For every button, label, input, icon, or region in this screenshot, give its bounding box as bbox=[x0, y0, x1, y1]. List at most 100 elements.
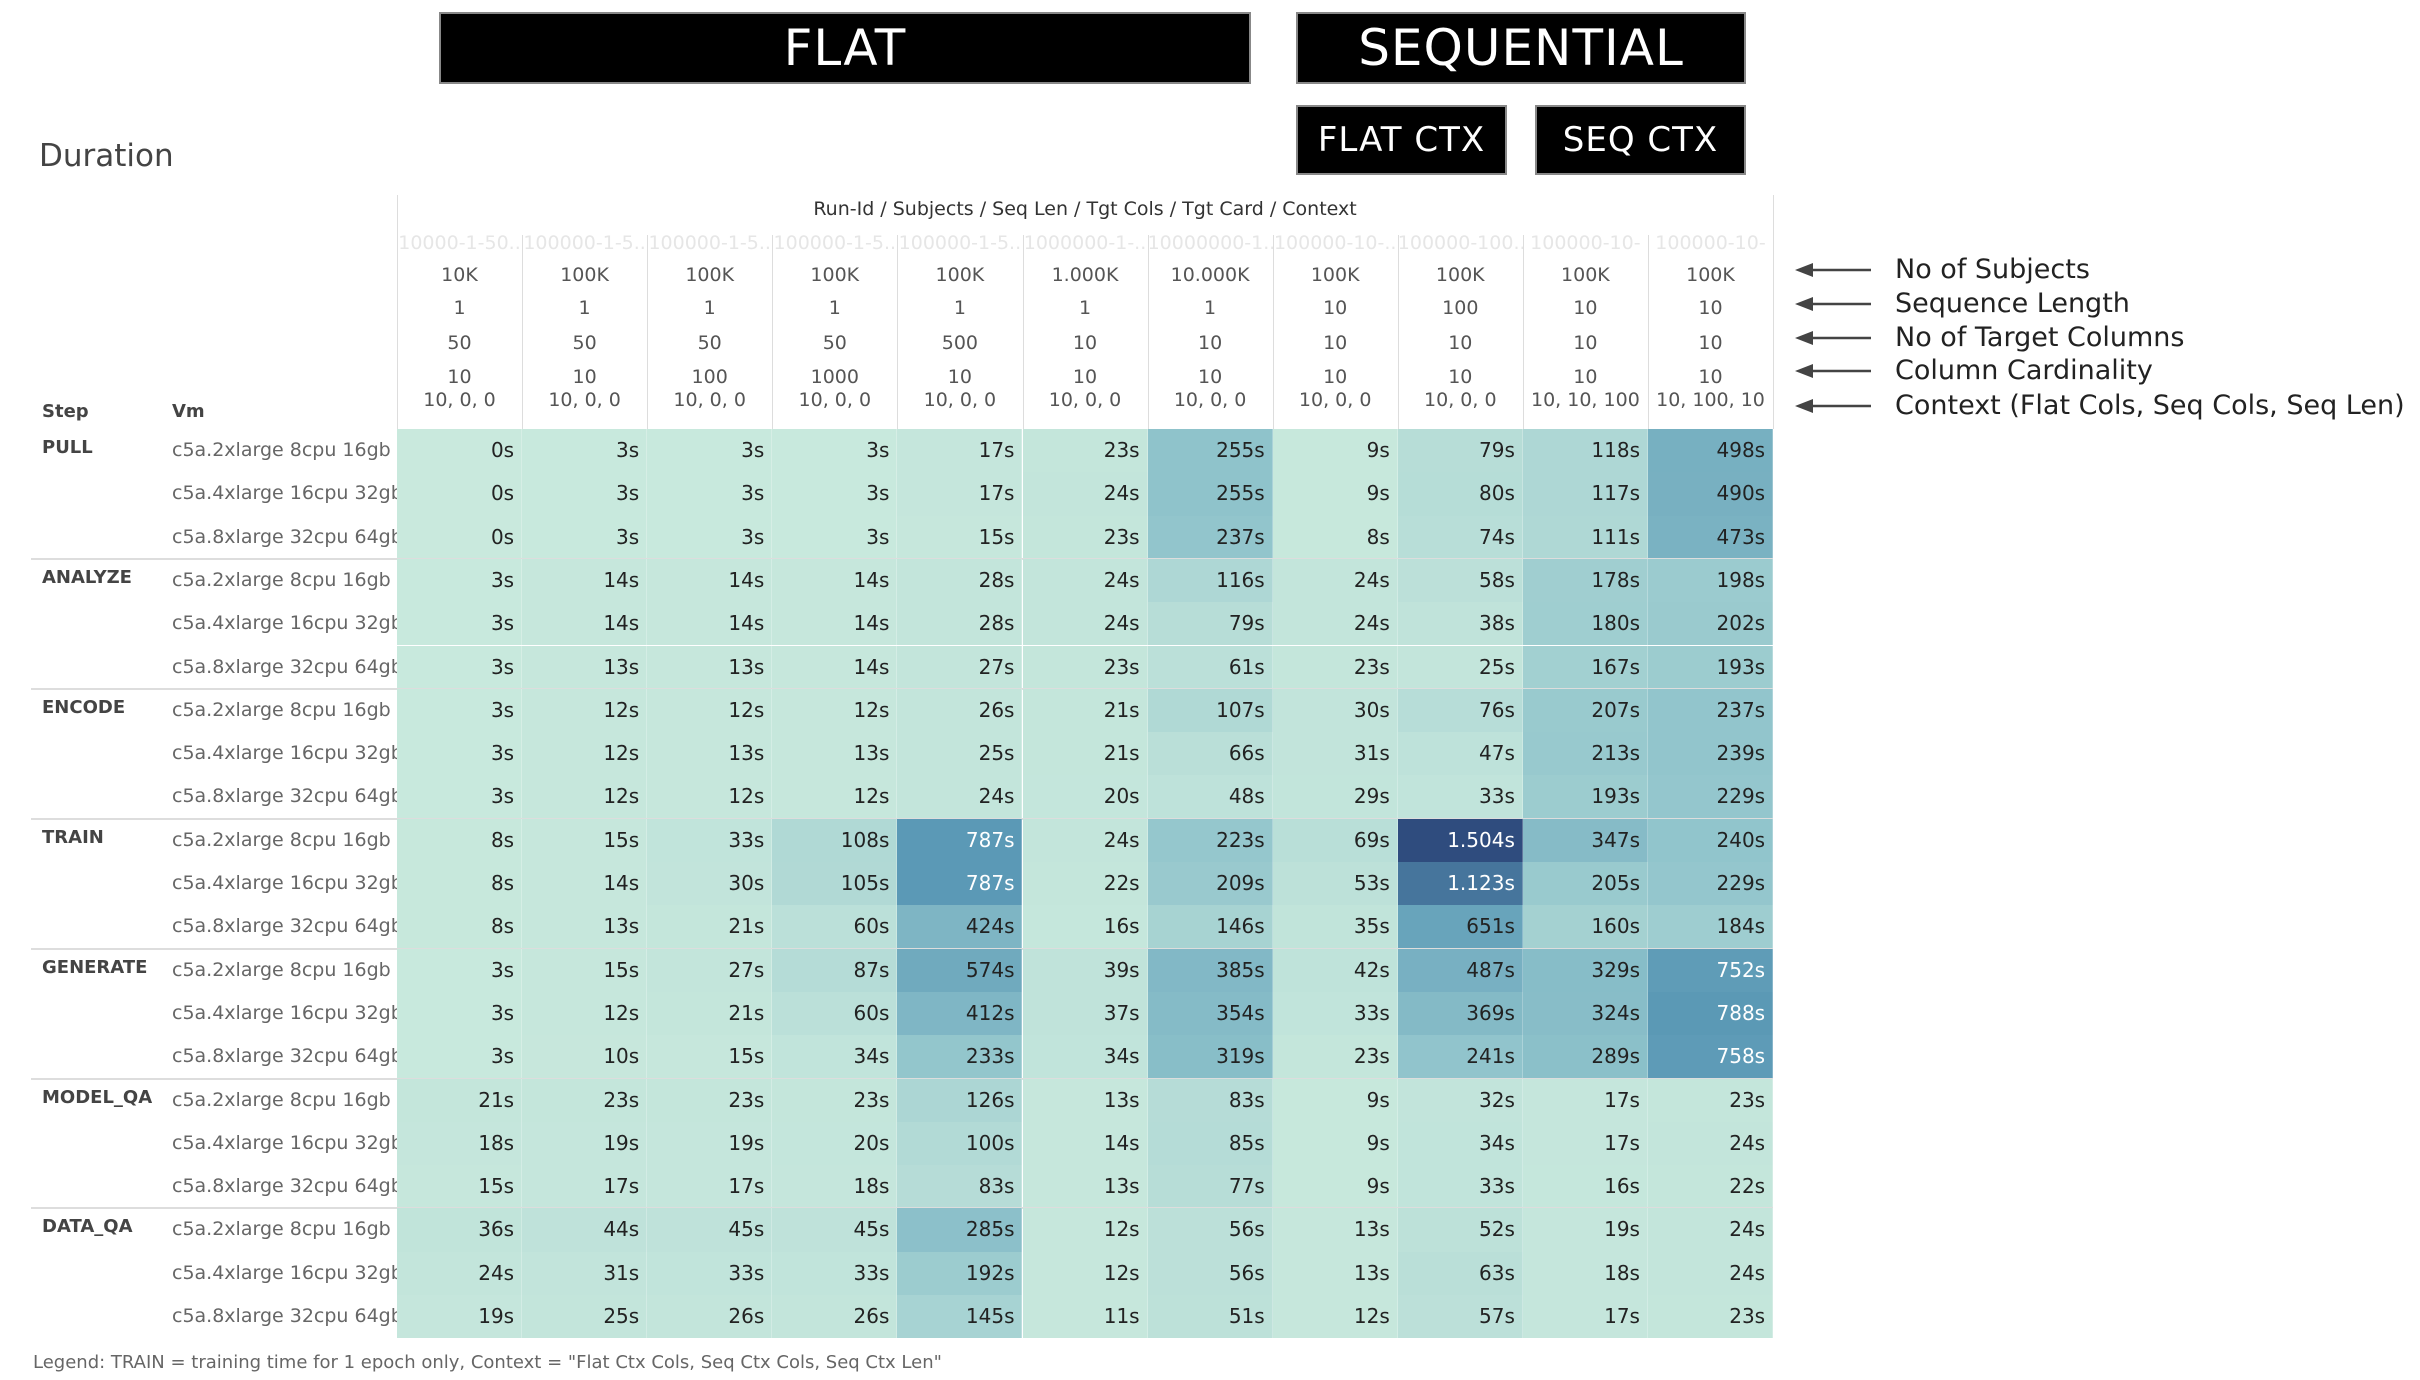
heatmap-cell: 788s bbox=[1648, 991, 1774, 1036]
heatmap-cell: 108s bbox=[772, 818, 898, 862]
column-header-context: 10, 0, 0 bbox=[423, 389, 496, 411]
heatmap-cell: 25s bbox=[522, 1295, 648, 1339]
heatmap-cell: 12s bbox=[522, 732, 648, 776]
heatmap-cell: 74s bbox=[1397, 515, 1523, 559]
heatmap-cell: 34s bbox=[772, 1035, 898, 1079]
column-header-tgt-cols: 50 bbox=[697, 332, 722, 354]
heatmap-cell: 24s bbox=[1648, 1251, 1774, 1295]
heatmap-cell: 23s bbox=[1272, 645, 1398, 689]
column-header-tgt-card: 10 bbox=[1573, 366, 1598, 388]
heatmap-cell: 3s bbox=[772, 515, 898, 559]
heatmap-cell: 45s bbox=[647, 1208, 773, 1252]
heatmap-cell: 487s bbox=[1397, 948, 1523, 992]
heatmap-cell: 79s bbox=[1397, 429, 1523, 473]
column-header-tgt-card: 1000 bbox=[810, 366, 859, 388]
column-header-subjects: 100K bbox=[1561, 264, 1610, 286]
heatmap-cell: 18s bbox=[772, 1165, 898, 1209]
heatmap-cell: 80s bbox=[1397, 472, 1523, 516]
column-header-run-id: 100000-10- bbox=[1655, 232, 1766, 254]
vm-label: c5a.4xlarge 16cpu 32gb bbox=[172, 1001, 403, 1024]
heatmap-cell: 167s bbox=[1522, 645, 1648, 689]
heatmap-cell: 36s bbox=[397, 1208, 523, 1252]
column-header-context: 10, 10, 100 bbox=[1531, 389, 1640, 411]
heatmap-cell: 26s bbox=[647, 1295, 773, 1339]
column-divider bbox=[647, 235, 649, 469]
heatmap-cell: 21s bbox=[647, 991, 773, 1036]
heatmap-cell: 412s bbox=[897, 991, 1023, 1036]
heatmap-cell: 24s bbox=[1022, 558, 1148, 603]
heatmap-cell: 15s bbox=[397, 1165, 523, 1209]
heatmap-cell: 289s bbox=[1522, 1035, 1648, 1079]
annotation: Column Cardinality bbox=[1795, 355, 2153, 386]
heatmap-cell: 19s bbox=[1522, 1208, 1648, 1252]
heatmap-cell: 85s bbox=[1147, 1121, 1273, 1166]
vm-label: c5a.4xlarge 16cpu 32gb bbox=[172, 1261, 403, 1284]
heatmap-cell: 22s bbox=[1648, 1165, 1774, 1209]
heatmap-cell: 8s bbox=[397, 862, 523, 906]
heatmap-cell: 145s bbox=[897, 1295, 1023, 1339]
seq-ctx-header: SEQ CTX bbox=[1535, 105, 1746, 175]
heatmap-cell: 13s bbox=[522, 905, 648, 949]
column-header-tgt-cols: 10 bbox=[1323, 332, 1348, 354]
heatmap-cell: 207s bbox=[1522, 688, 1648, 733]
annotation-label: Column Cardinality bbox=[1895, 355, 2153, 386]
heatmap-cell: 22s bbox=[1022, 862, 1148, 906]
column-header-seq-len: 1 bbox=[578, 297, 591, 319]
column-header-seq-len: 1 bbox=[703, 297, 716, 319]
heatmap-cell: 63s bbox=[1397, 1251, 1523, 1295]
heatmap-cell: 45s bbox=[772, 1208, 898, 1252]
annotation: No of Target Columns bbox=[1795, 322, 2185, 353]
heatmap-cell: 33s bbox=[647, 818, 773, 862]
column-header-seq-len: 1 bbox=[953, 297, 966, 319]
heatmap-cell: 12s bbox=[772, 775, 898, 819]
column-header-tgt-card: 10 bbox=[1072, 366, 1098, 388]
step-label: ENCODE bbox=[42, 696, 126, 718]
heatmap-cell: 9s bbox=[1272, 429, 1398, 473]
heatmap-cell: 1.504s bbox=[1397, 818, 1523, 862]
annotation-label: Sequence Length bbox=[1895, 288, 2130, 319]
heatmap-cell: 3s bbox=[397, 602, 523, 646]
heatmap-cell: 202s bbox=[1648, 602, 1774, 646]
column-header-tgt-card: 10 bbox=[1448, 366, 1473, 388]
column-header-context: 10, 0, 0 bbox=[1173, 389, 1247, 411]
heatmap-cell: 23s bbox=[1648, 1295, 1774, 1339]
heatmap-cell: 33s bbox=[1397, 1165, 1523, 1209]
heatmap-cell: 33s bbox=[772, 1251, 898, 1295]
heatmap-cell: 1.123s bbox=[1397, 862, 1523, 906]
heatmap-cell: 237s bbox=[1648, 688, 1774, 733]
heatmap-cell: 12s bbox=[522, 991, 648, 1036]
heatmap-cell: 354s bbox=[1147, 991, 1273, 1036]
step-label: TRAIN bbox=[42, 826, 104, 848]
heatmap-cell: 39s bbox=[1022, 948, 1148, 992]
column-header-tgt-cols: 10 bbox=[1573, 332, 1598, 354]
heatmap-cell: 52s bbox=[1397, 1208, 1523, 1252]
heatmap-cell: 12s bbox=[522, 775, 648, 819]
heatmap-cell: 13s bbox=[1022, 1078, 1148, 1122]
column-header-seq-len: 1 bbox=[1078, 297, 1092, 319]
heatmap-cell: 12s bbox=[647, 775, 773, 819]
heatmap-cell: 24s bbox=[1272, 558, 1398, 603]
heatmap-cell: 33s bbox=[1397, 775, 1523, 819]
heatmap-cell: 23s bbox=[772, 1078, 898, 1122]
column-header-subjects: 100K bbox=[560, 264, 609, 286]
heatmap-cell: 787s bbox=[897, 862, 1023, 906]
heatmap-cell: 14s bbox=[522, 558, 648, 603]
heatmap-cell: 229s bbox=[1648, 862, 1774, 906]
heatmap-cell: 12s bbox=[772, 688, 898, 733]
column-header-tgt-cols: 10 bbox=[1198, 332, 1223, 354]
heatmap-cell: 58s bbox=[1397, 558, 1523, 603]
vm-label: c5a.8xlarge 32cpu 64gb bbox=[172, 1175, 403, 1198]
heatmap-cell: 100s bbox=[897, 1121, 1023, 1166]
heatmap-cell: 3s bbox=[397, 991, 523, 1036]
vm-label: c5a.2xlarge 8cpu 16gb bbox=[172, 958, 391, 981]
heatmap-cell: 79s bbox=[1147, 602, 1273, 646]
heatmap-cell: 223s bbox=[1147, 818, 1273, 862]
heatmap-cell: 205s bbox=[1522, 862, 1648, 906]
vm-label: c5a.8xlarge 32cpu 64gb bbox=[172, 1305, 403, 1327]
heatmap-cell: 193s bbox=[1648, 645, 1774, 689]
column-divider bbox=[1648, 235, 1649, 469]
heatmap-cell: 28s bbox=[897, 558, 1023, 603]
heatmap-cell: 17s bbox=[1522, 1078, 1648, 1122]
column-header-tgt-card: 10 bbox=[947, 366, 972, 388]
heatmap-cell: 31s bbox=[522, 1251, 648, 1295]
